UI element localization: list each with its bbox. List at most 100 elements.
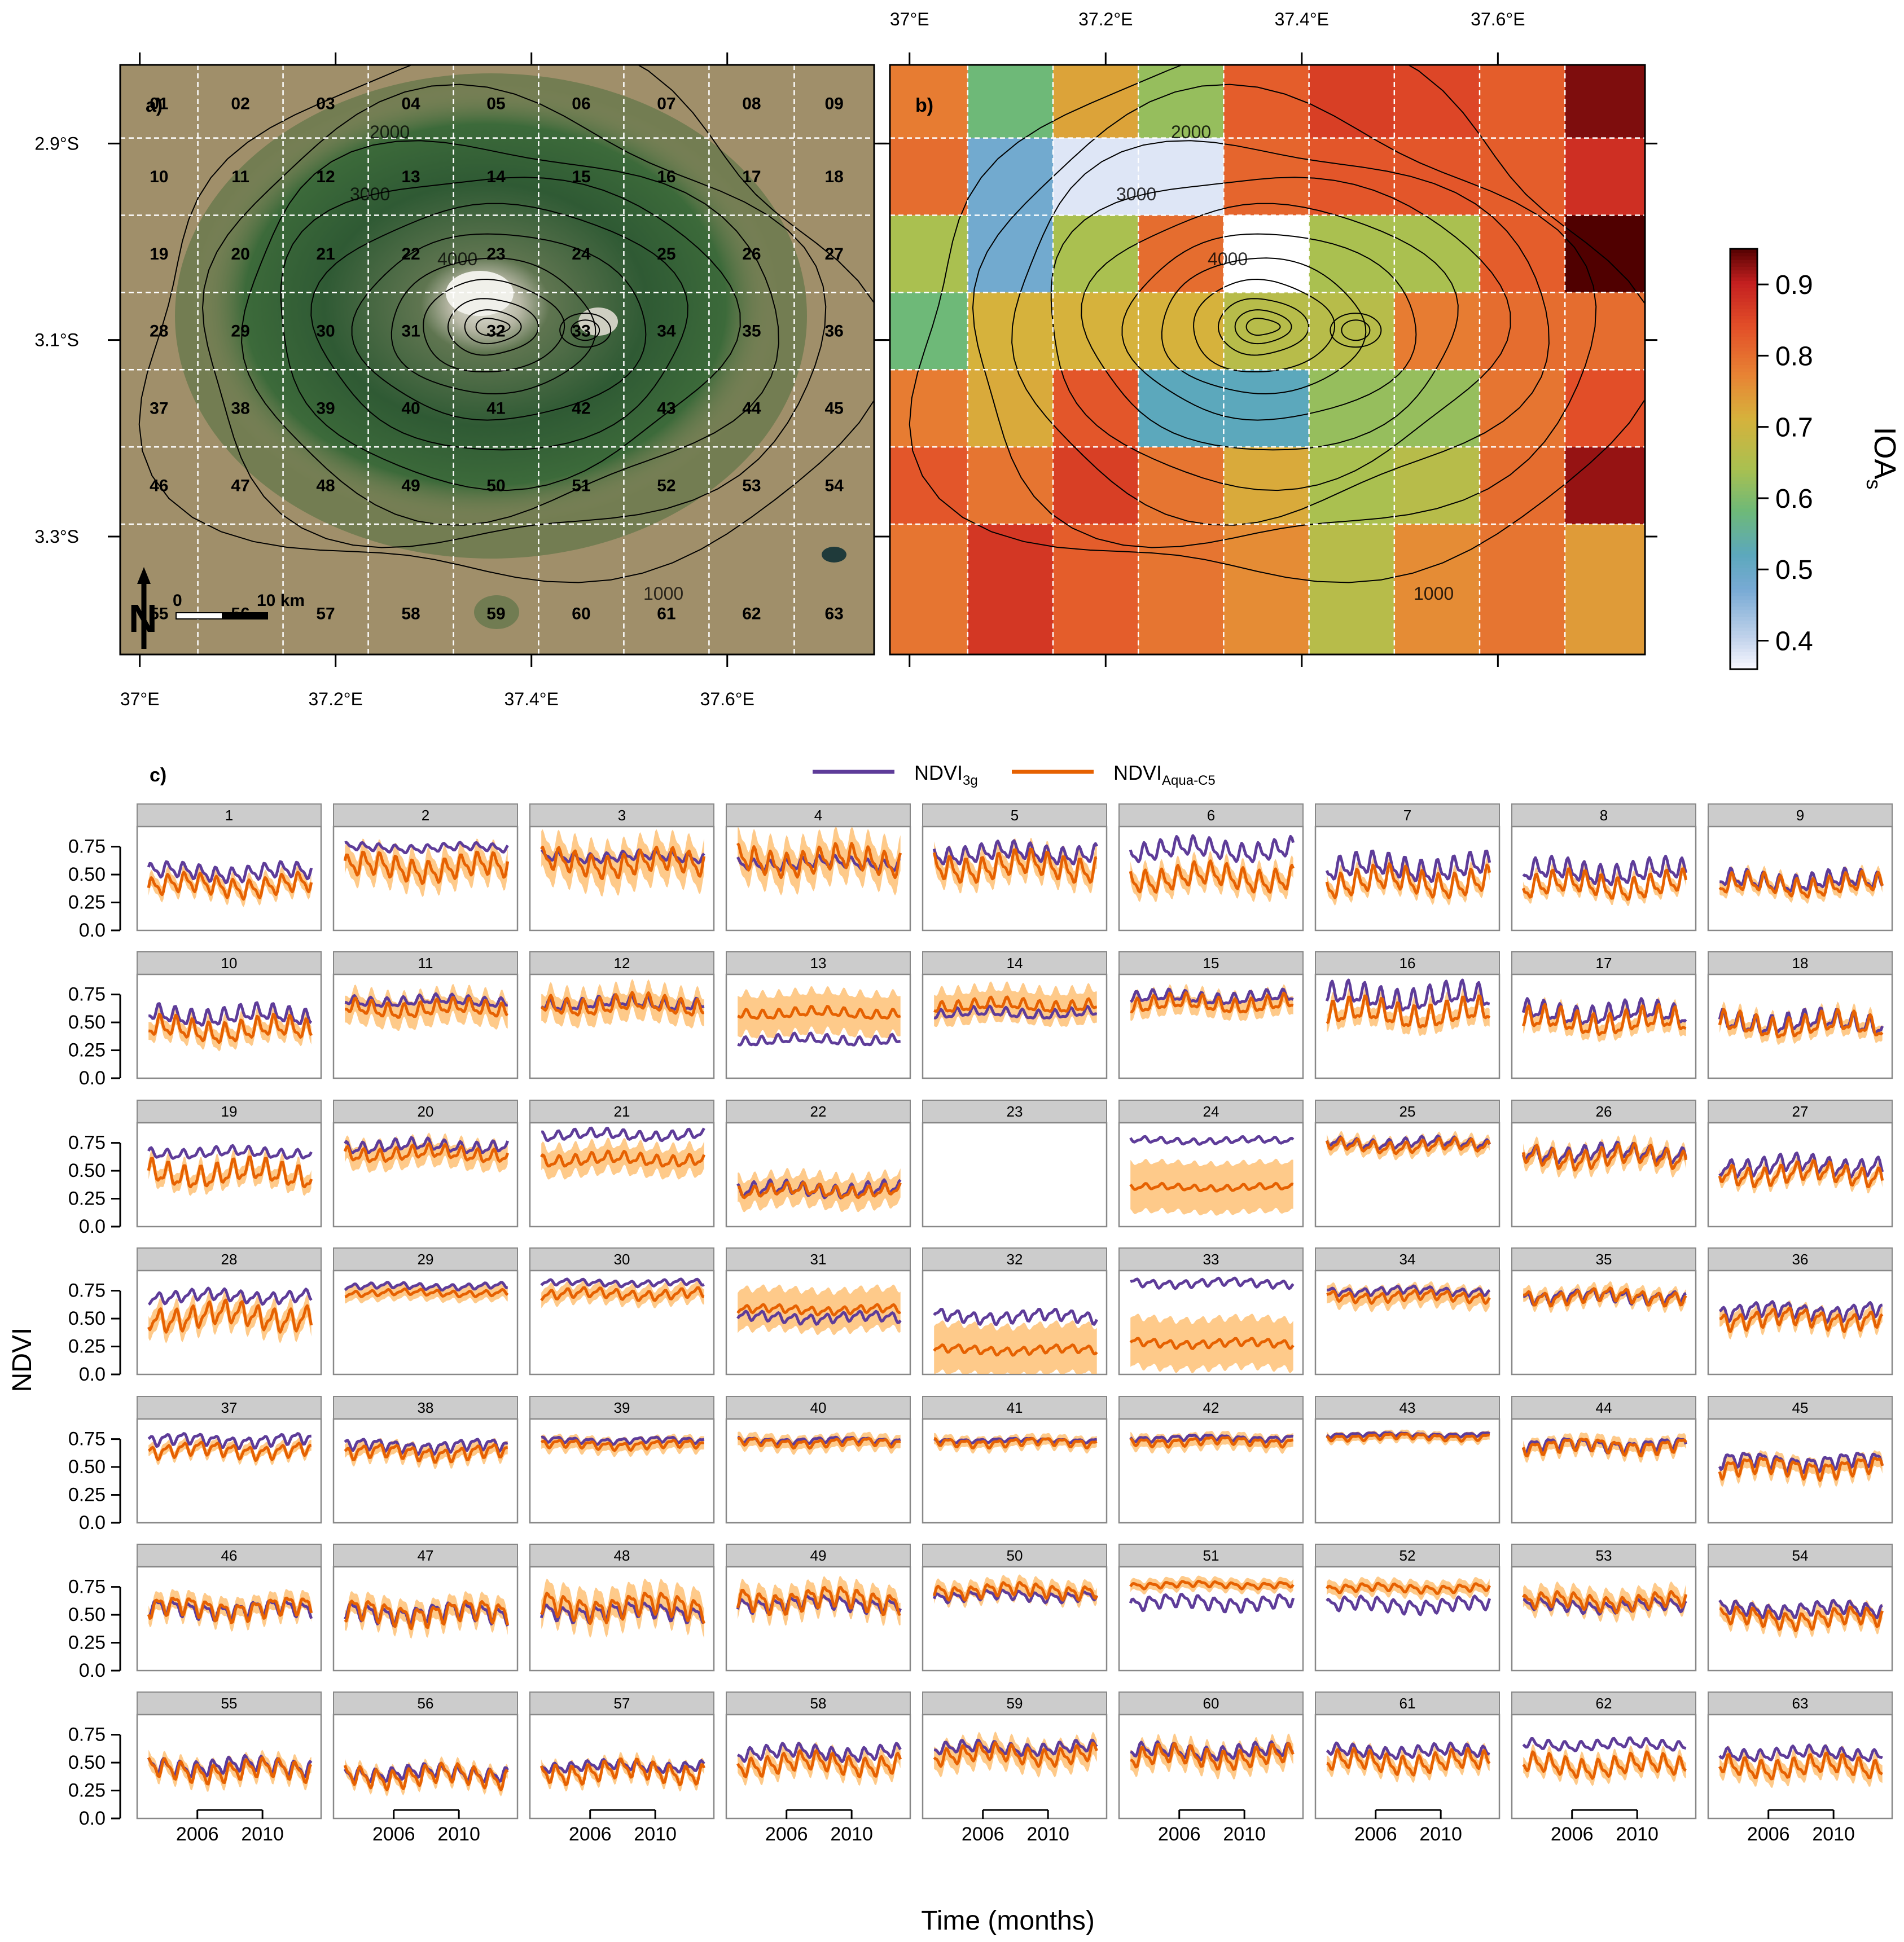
facet-title: 10 [221,955,238,972]
facet-panel: 15 [1118,951,1304,1079]
facet-panel: 20 [332,1100,519,1228]
cell-label: 04 [401,94,420,113]
series-line-ndvi-aqua [539,1758,706,1786]
y-axis-tick-label: 0.50 [68,1456,106,1478]
y-axis-tick-label: 0.0 [79,1364,106,1385]
cell-label: 46 [150,477,168,495]
facet-panel: 43 [1314,1396,1501,1524]
cell-label: 39 [316,399,335,418]
facet-panel: 6 [1118,803,1304,932]
ioa-cell [1053,524,1139,654]
colorbar-step [1730,504,1757,509]
colorbar-step [1730,487,1757,491]
colorbar-step [1730,410,1757,414]
colorbar-step [1730,638,1757,642]
colorbar-step [1730,346,1757,352]
series-line-ndvi-aqua [539,1592,706,1625]
series-line-ndvi-aqua [1521,1141,1688,1172]
colorbar-step [1730,616,1757,621]
scalebar-start-label: 0 [173,591,182,610]
facet-panel: 30 [529,1247,715,1376]
facet-panel: 11 [332,951,519,1079]
colorbar-tick-label: 0.5 [1775,555,1813,585]
y-axis-title: NDVI [7,1328,37,1392]
colorbar-step [1730,438,1757,442]
facet-plot-area [332,973,519,1079]
facet-plot-area [1511,1122,1697,1228]
series-line-ndvi-aqua [1130,1742,1295,1771]
facet-title: 32 [1007,1251,1023,1268]
x-axis-tick-label: 2006 [1158,1824,1201,1845]
contour-line [1234,309,1292,345]
facet-plot-area [922,1122,1108,1228]
ioa-cell [1223,370,1309,447]
legend-label-3g: NDVI3g [914,761,978,788]
series-line-ndvi-aqua [1129,1337,1295,1350]
facet-strip [1708,1396,1893,1420]
colorbar-step [1730,603,1757,607]
cell-label: 33 [572,322,590,341]
y-axis-tick-label: 0.25 [68,1040,106,1061]
x-axis-tick-label: 2010 [437,1824,480,1845]
colorbar-step [1730,287,1757,292]
cell-label: 10 [150,168,168,186]
cell-label: 57 [316,604,335,623]
cell-label: 43 [657,399,675,418]
facet-panel: 54 [1707,1544,1893,1672]
series-line-ndvi-aqua [344,996,509,1019]
colorbar-step [1730,417,1757,421]
ioa-cell [1394,138,1480,216]
facet-strip [333,1100,518,1123]
y-axis-tick-label: 0.50 [68,1012,106,1033]
contour-label: 3000 [1116,184,1156,204]
colorbar-step [1730,627,1757,631]
colorbar-step [1730,525,1757,530]
series-line-ndvi-aqua [933,1343,1098,1357]
ioa-cell [1565,292,1645,370]
ioa-cell [1053,215,1139,293]
facet-strip [529,951,714,975]
series-line-ndvi3g [147,1144,313,1160]
series-line-ndvi3g [1718,1598,1883,1620]
colorbar-step [1730,511,1757,516]
cell-label: 28 [150,322,168,341]
facet-strip [922,951,1107,975]
contour-line [571,319,600,341]
colorbar-step [1730,389,1757,393]
facet-panel: 3 [529,803,715,932]
series-line-ndvi-aqua [344,1600,510,1631]
facet-strip [333,803,518,827]
x-axis-tick-label: 2010 [241,1824,284,1845]
colorbar-step [1730,266,1757,271]
cell-label: 31 [401,322,420,341]
colorbar-step [1730,490,1757,495]
colorbar-step [1730,567,1757,572]
colorbar-step [1730,508,1757,512]
x-axis-tick-label: 2010 [1616,1824,1659,1845]
x-axis-tick-label: 2010 [830,1824,873,1845]
colorbar-step [1730,501,1757,506]
facet-panel: 8 [1511,803,1697,932]
facet-strip [1118,1247,1304,1271]
contour-line [201,84,827,548]
facet-panel: 33 [1118,1247,1304,1376]
colorbar-step [1730,399,1757,404]
facet-strip [922,1100,1107,1123]
facet-title: 41 [1007,1399,1023,1416]
facet-strip [1511,1691,1696,1715]
colorbar-step [1730,336,1757,341]
facet-strip [1315,1691,1500,1715]
colorbar-step [1730,476,1757,481]
contour-line [280,177,741,491]
contour-line [1050,177,1511,491]
colorbar-step [1730,378,1757,383]
y-axis-tick-label: 0.75 [68,1280,106,1302]
cell-label: 29 [231,322,249,341]
facet-strip [137,1691,322,1715]
facet-panel: 17 [1511,951,1697,1079]
series-line-ndvi-aqua [1325,1136,1491,1155]
facet-strip [1708,1247,1893,1271]
colorbar-step [1730,259,1757,263]
facet-strip [1511,1247,1696,1271]
colorbar-step [1730,276,1757,281]
